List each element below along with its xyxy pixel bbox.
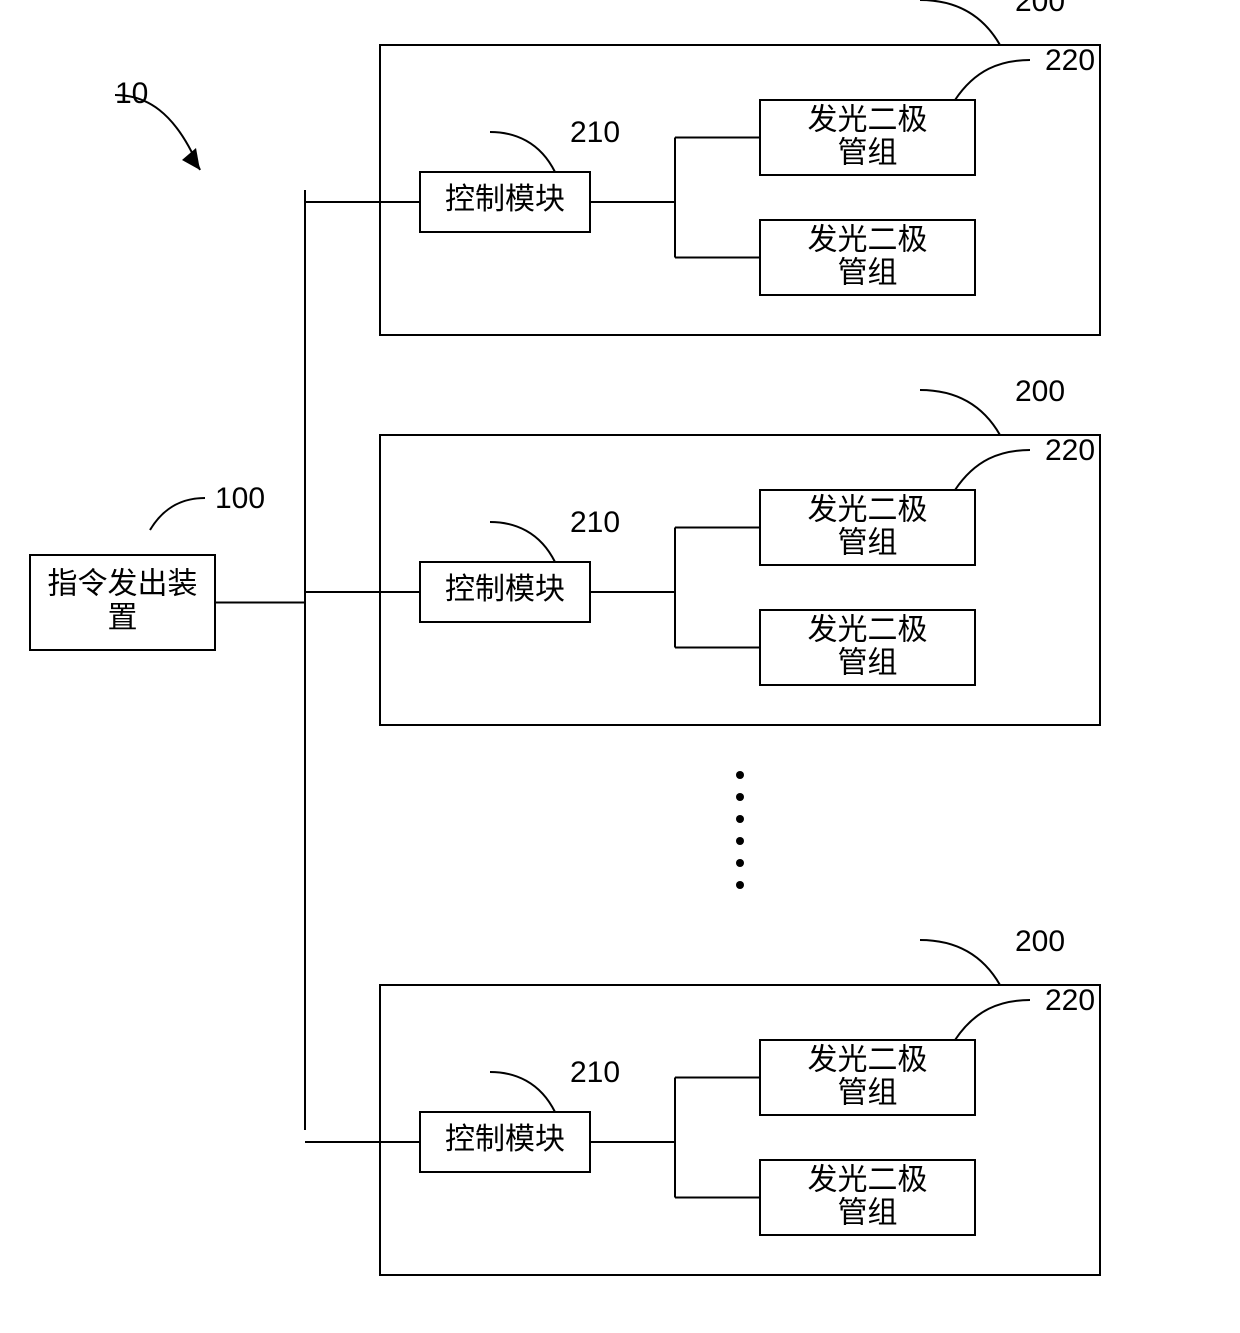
ellipsis-dot	[736, 837, 744, 845]
command-device-id: 100	[215, 482, 265, 515]
command-device-text-2: 置	[108, 601, 138, 634]
pod-0-led-1-t2: 管组	[838, 136, 898, 169]
pod-2-led-1-t2: 管组	[838, 1076, 898, 1109]
pod-0-outer-leader	[920, 0, 1000, 45]
pod-0-led-2-t2: 管组	[838, 256, 898, 289]
ellipsis-dot	[736, 793, 744, 801]
pod-2-ctrl-text: 控制模块	[445, 1123, 565, 1156]
pod-1-ctrl-id: 210	[570, 506, 620, 539]
pod-1-led-1-t1: 发光二极	[808, 493, 928, 526]
pod-1-led-2-t1: 发光二极	[808, 613, 928, 646]
ellipsis-dot	[736, 771, 744, 779]
ellipsis-dot	[736, 881, 744, 889]
pod-0-ctrl-text: 控制模块	[445, 183, 565, 216]
pod-2-led-2-t1: 发光二极	[808, 1163, 928, 1196]
pod-2-ctrl-id: 210	[570, 1056, 620, 1089]
pod-1-outer-leader	[920, 390, 1000, 435]
pod-1-led-1-t2: 管组	[838, 526, 898, 559]
ellipsis-dot	[736, 859, 744, 867]
pod-0-outer-id: 200	[1015, 0, 1065, 18]
ellipsis-dot	[736, 815, 744, 823]
pod-2-outer-leader	[920, 940, 1000, 985]
pod-1-led-1-id: 220	[1045, 434, 1095, 467]
system-id-label: 10	[115, 77, 148, 110]
pod-2-outer-id: 200	[1015, 925, 1065, 958]
pod-2-led-1-t1: 发光二极	[808, 1043, 928, 1076]
command-device-leader	[150, 498, 205, 530]
pod-1-outer-id: 200	[1015, 375, 1065, 408]
pod-0-led-1-id: 220	[1045, 44, 1095, 77]
pod-1-ctrl-text: 控制模块	[445, 573, 565, 606]
command-device-text-1: 指令发出装	[48, 567, 198, 600]
pod-0-led-1-t1: 发光二极	[808, 103, 928, 136]
pod-1-led-2-t2: 管组	[838, 646, 898, 679]
pod-2-led-1-id: 220	[1045, 984, 1095, 1017]
pod-2-led-2-t2: 管组	[838, 1196, 898, 1229]
pod-0-led-2-t1: 发光二极	[808, 223, 928, 256]
pod-0-ctrl-id: 210	[570, 116, 620, 149]
